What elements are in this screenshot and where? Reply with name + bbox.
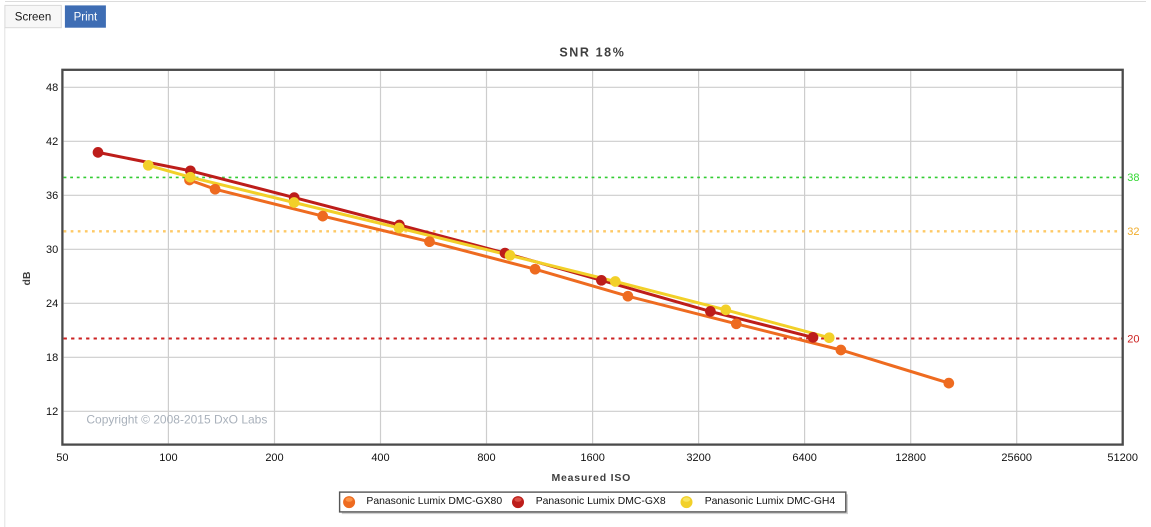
svg-text:100: 100 (159, 452, 177, 464)
svg-text:Measured ISO: Measured ISO (551, 472, 631, 484)
svg-text:Print: Print (74, 11, 98, 23)
svg-text:dB: dB (21, 271, 33, 285)
svg-text:36: 36 (46, 190, 58, 202)
svg-text:18: 18 (46, 352, 58, 364)
svg-text:32: 32 (1127, 226, 1139, 238)
svg-text:Panasonic Lumix DMC-GX80: Panasonic Lumix DMC-GX80 (366, 496, 502, 507)
svg-text:Screen: Screen (15, 11, 51, 23)
svg-text:30: 30 (46, 244, 58, 256)
svg-text:51200: 51200 (1107, 452, 1138, 464)
svg-text:400: 400 (371, 452, 389, 464)
svg-text:24: 24 (46, 298, 58, 310)
svg-text:Panasonic Lumix DMC-GX8: Panasonic Lumix DMC-GX8 (536, 496, 666, 507)
svg-text:12: 12 (46, 406, 58, 418)
svg-text:SNR 18%: SNR 18% (559, 45, 625, 59)
svg-text:20: 20 (1127, 334, 1139, 346)
svg-text:Panasonic Lumix DMC-GH4: Panasonic Lumix DMC-GH4 (705, 496, 836, 507)
svg-text:48: 48 (46, 82, 58, 94)
svg-text:1600: 1600 (580, 452, 604, 464)
svg-text:800: 800 (477, 452, 495, 464)
svg-text:42: 42 (46, 136, 58, 148)
svg-text:6400: 6400 (792, 452, 816, 464)
svg-text:12800: 12800 (895, 452, 926, 464)
svg-text:3200: 3200 (686, 452, 710, 464)
svg-text:25600: 25600 (1001, 452, 1032, 464)
svg-text:Copyright © 2008-2015 DxO Labs: Copyright © 2008-2015 DxO Labs (86, 413, 267, 427)
svg-text:38: 38 (1127, 172, 1139, 184)
svg-text:200: 200 (265, 452, 283, 464)
svg-text:50: 50 (56, 452, 68, 464)
